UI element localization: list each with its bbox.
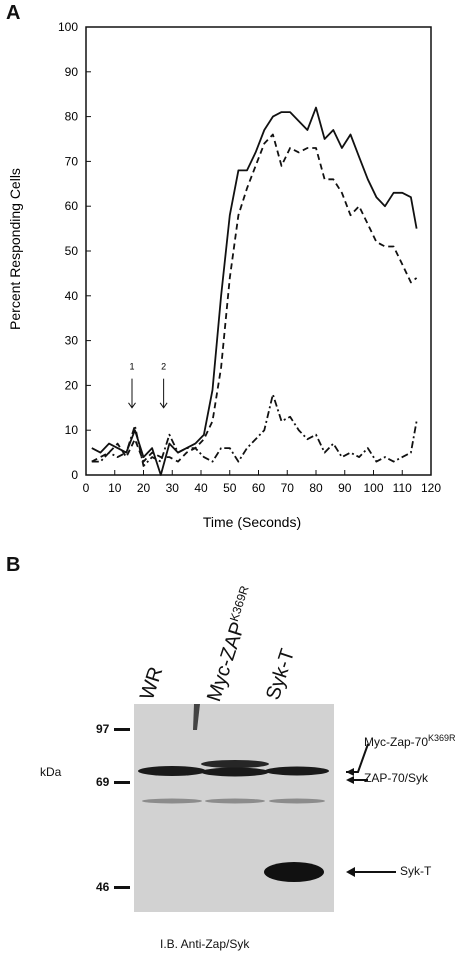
y-tick-label: 60 xyxy=(65,199,79,213)
y-tick-label: 70 xyxy=(65,154,79,168)
chart-axes xyxy=(85,26,432,476)
y-tick-label: 100 xyxy=(58,20,78,34)
x-tick-label: 20 xyxy=(137,481,151,495)
x-tick-label: 30 xyxy=(166,481,180,495)
band-sykt xyxy=(264,862,324,882)
x-tick-label: 40 xyxy=(194,481,208,495)
panel-b-letter: B xyxy=(6,554,21,576)
series-line-dashed xyxy=(91,133,418,463)
y-tick-label: 40 xyxy=(65,289,79,303)
y-tick-label: 80 xyxy=(65,110,79,124)
marker-97-tick xyxy=(114,728,130,731)
western-blot-image xyxy=(134,704,334,912)
x-tick-label: 80 xyxy=(309,481,323,495)
x-tick-label: 50 xyxy=(223,481,237,495)
y-tick-label: 50 xyxy=(65,244,79,258)
lane-label-syk-t: Syk-T xyxy=(262,646,300,703)
marker-69: 69 xyxy=(96,775,110,789)
band-myc-zap70-lower xyxy=(201,767,269,777)
x-tick-label: 10 xyxy=(108,481,122,495)
blot-caption: I.B. Anti-Zap/Syk xyxy=(160,937,250,951)
y-tick-label: 0 xyxy=(71,468,78,482)
label-zap70-syk: ZAP-70/Syk xyxy=(364,771,429,785)
y-tick-label: 10 xyxy=(65,423,79,437)
band-wr-zap70 xyxy=(138,766,206,776)
blot-artifact xyxy=(193,704,200,730)
band-sykt-zap70 xyxy=(265,766,329,776)
annotation-arrow-head xyxy=(128,402,136,409)
lane-label-wr: WR xyxy=(136,664,168,703)
annotation-label-2: 2 xyxy=(161,362,166,372)
x-tick-label: 0 xyxy=(83,481,90,495)
chart-series xyxy=(91,106,418,476)
series-line-solid xyxy=(91,106,418,476)
band-myc-faint xyxy=(205,798,265,804)
panel-a-letter: A xyxy=(6,2,21,24)
kda-unit: kDa xyxy=(40,765,62,779)
marker-69-tick xyxy=(114,781,130,784)
x-tick-label: 60 xyxy=(252,481,266,495)
x-tick-label: 90 xyxy=(338,481,352,495)
y-tick-label: 20 xyxy=(65,378,79,392)
x-tick-label: 70 xyxy=(281,481,295,495)
blot-arrows xyxy=(346,743,396,877)
x-tick-label: 110 xyxy=(393,481,412,495)
series-line-dash-dot xyxy=(91,393,418,467)
y-axis-label: Percent Responding Cells xyxy=(7,168,23,330)
response-chart: 0 10 20 30 40 50 60 70 80 90 100 110 120 0 10 20 30 40 50 6… xyxy=(7,20,441,530)
marker-46: 46 xyxy=(96,880,110,894)
chart-ticks: 0 10 20 30 40 50 60 70 80 90 100 110 120 0 10 20 30 40 50 6… xyxy=(58,20,441,495)
plot-frame xyxy=(85,26,432,476)
lane-label-myc-zap: Myc-ZAPK369R xyxy=(203,583,252,705)
band-wr-faint xyxy=(142,798,202,804)
x-tick-label: 120 xyxy=(421,481,441,495)
annotation-arrow-head xyxy=(159,402,168,409)
marker-46-tick xyxy=(114,886,130,889)
label-myc-zap70: Myc-Zap-70K369R xyxy=(364,733,456,749)
band-myc-zap70-upper xyxy=(201,760,269,768)
marker-97: 97 xyxy=(96,722,110,736)
annotation-label-1: 1 xyxy=(129,362,134,372)
label-syk-t: Syk-T xyxy=(400,864,432,878)
y-tick-label: 90 xyxy=(65,65,79,79)
band-sykt-faint xyxy=(269,798,325,804)
x-tick-label: 100 xyxy=(363,481,383,495)
x-axis-label: Time (Seconds) xyxy=(203,514,301,530)
y-tick-label: 30 xyxy=(65,334,79,348)
